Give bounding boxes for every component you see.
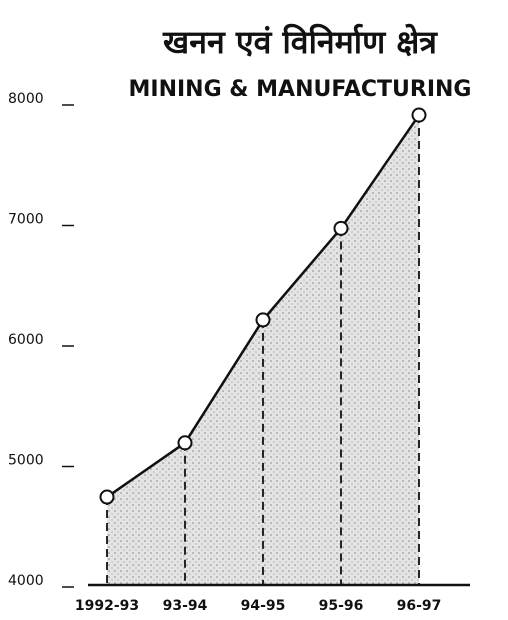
point xyxy=(177,435,193,451)
point xyxy=(255,312,271,328)
point xyxy=(411,107,427,123)
point xyxy=(333,220,349,236)
y-tick-label: 5000 xyxy=(8,453,44,469)
point xyxy=(99,489,115,505)
y-tick-label: 6000 xyxy=(8,332,44,348)
x-tick-label: 95-96 xyxy=(319,598,364,614)
chart-subtitle: MINING & MANUFACTURING xyxy=(129,77,472,102)
x-tick-label: 96-97 xyxy=(397,598,442,614)
y-tick-label: 8000 xyxy=(8,91,44,107)
chart-title: खनन एवं विनिर्माण क्षेत्र xyxy=(162,23,438,61)
x-tick-label: 94-95 xyxy=(241,598,286,614)
y-tick-label: 4000 xyxy=(8,573,44,589)
x-tick-label: 1992-93 xyxy=(75,598,139,614)
y-tick-label: 7000 xyxy=(8,212,44,228)
x-tick-label: 93-94 xyxy=(163,598,208,614)
